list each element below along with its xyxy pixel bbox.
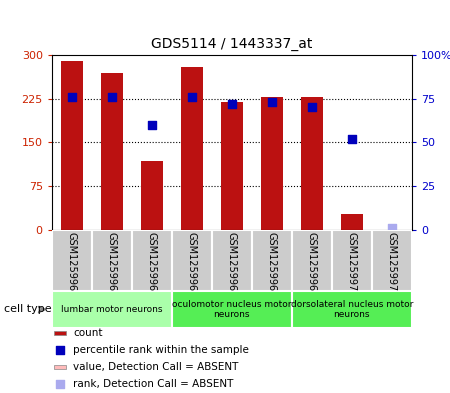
Text: oculomotor nucleus motor
neurons: oculomotor nucleus motor neurons <box>172 300 292 319</box>
Text: value, Detection Call = ABSENT: value, Detection Call = ABSENT <box>73 362 238 372</box>
Bar <box>212 230 252 291</box>
Text: count: count <box>73 328 103 338</box>
Text: cell type: cell type <box>4 305 52 314</box>
Text: dorsolateral nucleus motor
neurons: dorsolateral nucleus motor neurons <box>291 300 413 319</box>
Bar <box>54 331 66 334</box>
Bar <box>52 291 172 328</box>
Bar <box>92 230 132 291</box>
Point <box>148 122 155 128</box>
Bar <box>141 161 163 230</box>
Bar <box>292 230 332 291</box>
Bar <box>292 291 412 328</box>
Point <box>308 104 315 111</box>
Bar <box>101 72 123 230</box>
Text: GSM1259969: GSM1259969 <box>307 232 317 298</box>
Bar <box>181 67 203 230</box>
Text: GSM1259968: GSM1259968 <box>267 232 277 298</box>
Text: GSM1259970: GSM1259970 <box>347 232 357 298</box>
Bar <box>221 102 243 230</box>
Title: GDS5114 / 1443337_at: GDS5114 / 1443337_at <box>151 37 312 51</box>
Bar <box>252 230 292 291</box>
Bar <box>52 230 92 291</box>
Bar <box>132 230 172 291</box>
Point <box>108 94 115 100</box>
Point <box>268 99 275 105</box>
Text: GSM1259966: GSM1259966 <box>187 232 197 298</box>
Bar <box>341 214 363 230</box>
Bar <box>332 230 372 291</box>
Bar <box>61 61 83 230</box>
Point <box>56 347 63 353</box>
Text: lumbar motor neurons: lumbar motor neurons <box>61 305 162 314</box>
Bar <box>301 97 323 230</box>
Point <box>228 101 235 107</box>
Bar <box>54 365 66 369</box>
Point <box>348 136 356 142</box>
Text: GSM1259971: GSM1259971 <box>387 232 397 298</box>
Bar <box>172 291 292 328</box>
Text: GSM1259965: GSM1259965 <box>147 232 157 298</box>
Bar <box>261 97 283 230</box>
Text: rank, Detection Call = ABSENT: rank, Detection Call = ABSENT <box>73 379 234 389</box>
Bar <box>172 230 212 291</box>
Text: percentile rank within the sample: percentile rank within the sample <box>73 345 249 355</box>
Text: GSM1259963: GSM1259963 <box>67 232 77 298</box>
Point <box>56 381 63 387</box>
Point <box>388 225 396 231</box>
Text: GSM1259967: GSM1259967 <box>227 232 237 298</box>
Point <box>188 94 195 100</box>
Text: GSM1259964: GSM1259964 <box>107 232 117 298</box>
Point <box>68 94 75 100</box>
Bar <box>372 230 412 291</box>
